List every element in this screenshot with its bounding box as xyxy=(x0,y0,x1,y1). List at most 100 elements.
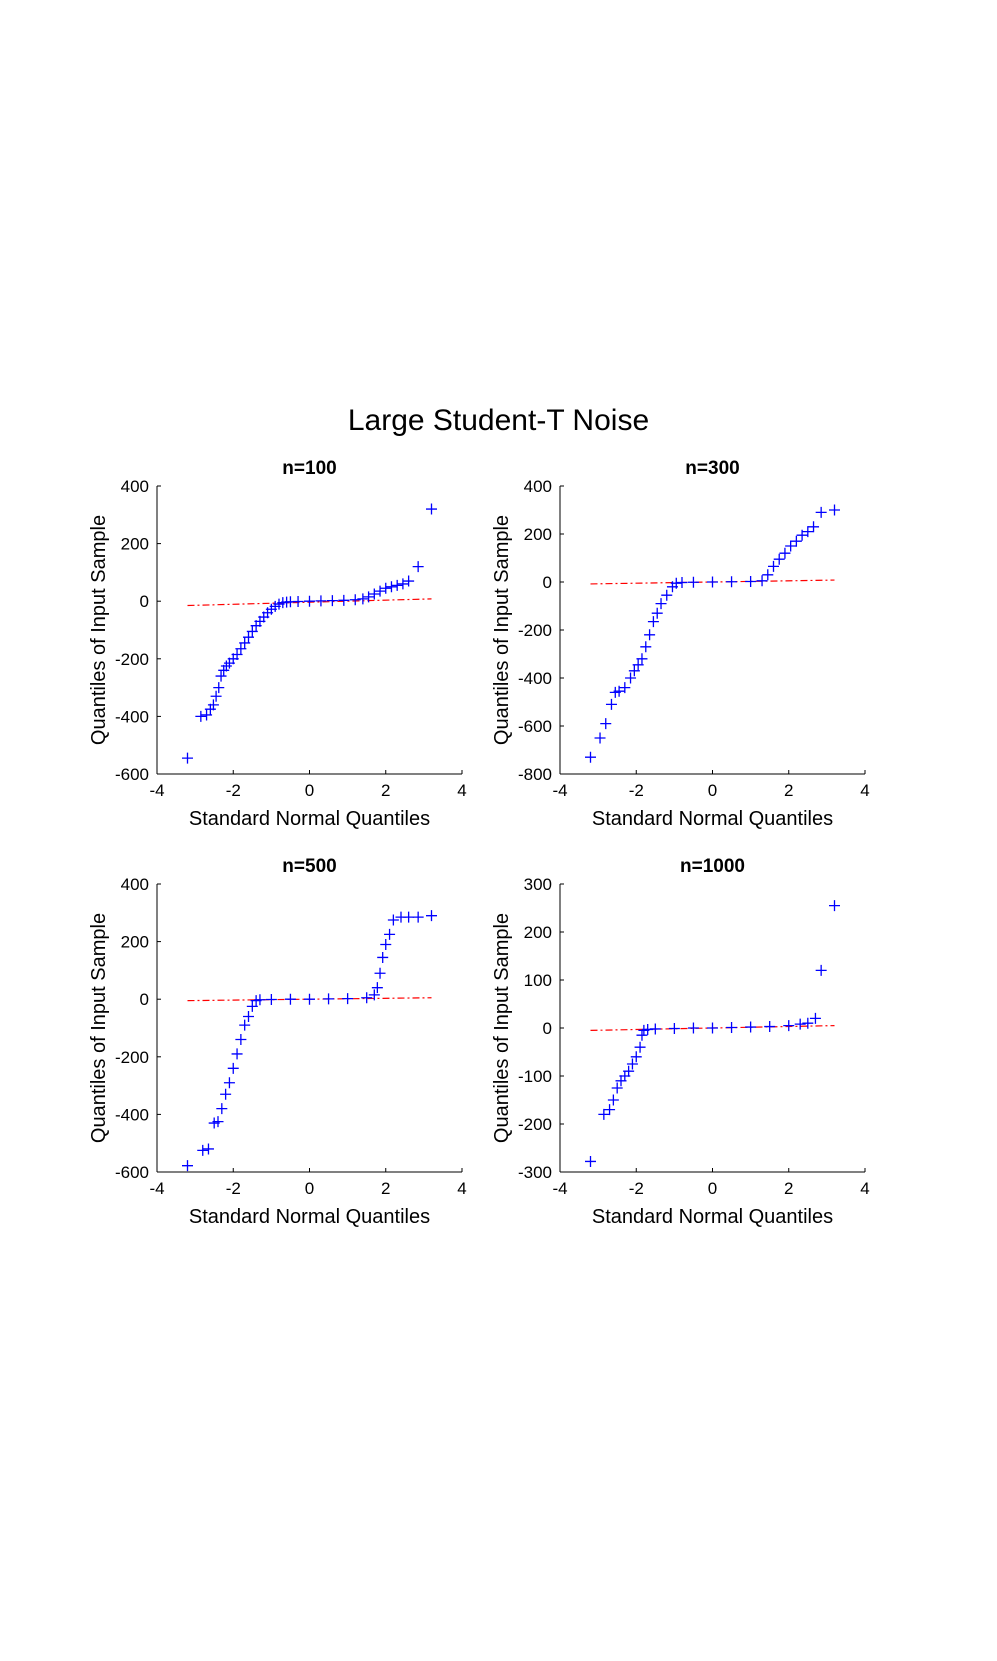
y-tick-label: 0 xyxy=(140,592,149,611)
data-point xyxy=(647,616,659,628)
data-point xyxy=(796,529,808,541)
y-tick-label: 400 xyxy=(121,875,149,894)
y-tick-label: 400 xyxy=(121,477,149,496)
data-point xyxy=(292,595,304,607)
data-point xyxy=(304,993,315,1005)
data-point xyxy=(802,526,814,538)
data-point xyxy=(687,576,699,588)
data-point xyxy=(349,594,361,606)
data-point xyxy=(762,569,774,581)
data-point xyxy=(585,1155,596,1167)
data-point xyxy=(202,1143,214,1155)
data-point xyxy=(220,1088,232,1100)
y-tick-label: 300 xyxy=(524,875,552,894)
data-point xyxy=(768,560,779,572)
data-point xyxy=(598,1108,610,1120)
data-point xyxy=(243,1010,254,1022)
x-axis-label: Standard Normal Quantiles xyxy=(592,808,833,830)
x-tick-label: 4 xyxy=(457,781,466,800)
x-tick-label: 2 xyxy=(784,781,793,800)
data-point xyxy=(243,631,254,643)
data-point xyxy=(207,699,219,711)
x-tick-label: 0 xyxy=(305,781,314,800)
x-tick-label: -4 xyxy=(149,781,164,800)
data-point xyxy=(815,964,827,976)
x-tick-label: 2 xyxy=(381,781,390,800)
y-axis-label: Quantiles of Input Sample xyxy=(491,913,513,1143)
data-point xyxy=(634,1041,646,1053)
x-tick-label: -2 xyxy=(629,1179,644,1198)
subplot-title: n=100 xyxy=(282,458,336,479)
data-point xyxy=(707,576,718,588)
x-tick-label: 0 xyxy=(708,1179,717,1198)
x-tick-label: 4 xyxy=(860,781,869,800)
y-tick-label: -400 xyxy=(115,1105,149,1124)
data-point xyxy=(613,685,625,697)
data-point xyxy=(670,577,682,589)
x-tick-label: 2 xyxy=(381,1179,390,1198)
y-tick-label: 0 xyxy=(140,990,149,1009)
data-point xyxy=(745,576,757,588)
data-point xyxy=(212,1116,224,1128)
data-point xyxy=(802,1017,814,1029)
y-axis-label: Quantiles of Input Sample xyxy=(88,913,110,1143)
x-tick-label: -2 xyxy=(226,1179,241,1198)
data-point xyxy=(357,593,369,605)
data-point xyxy=(644,629,656,641)
data-point xyxy=(668,1022,680,1034)
data-point xyxy=(246,1000,258,1012)
x-axis-label: Standard Normal Quantiles xyxy=(189,808,430,830)
x-tick-label: -2 xyxy=(629,781,644,800)
data-point xyxy=(235,643,247,655)
x-tick-label: 0 xyxy=(305,1179,314,1198)
data-point xyxy=(246,625,258,637)
x-axis-label: Standard Normal Quantiles xyxy=(592,1206,833,1228)
data-point xyxy=(649,1023,661,1035)
data-point xyxy=(323,993,335,1005)
data-point xyxy=(607,1094,619,1106)
data-point xyxy=(779,547,791,559)
data-point xyxy=(676,576,688,588)
data-point xyxy=(284,993,296,1005)
x-tick-label: -4 xyxy=(552,1179,567,1198)
data-point xyxy=(640,641,652,653)
data-point xyxy=(371,982,383,994)
data-point xyxy=(304,595,315,607)
y-tick-label: -100 xyxy=(518,1067,552,1086)
data-point xyxy=(726,1022,738,1034)
y-tick-label: -200 xyxy=(115,650,149,669)
data-point xyxy=(326,595,338,607)
data-point xyxy=(604,1104,616,1116)
data-point xyxy=(785,540,797,552)
data-point xyxy=(636,653,648,665)
data-point xyxy=(412,561,424,573)
x-tick-label: -2 xyxy=(226,781,241,800)
data-point xyxy=(391,579,403,591)
data-point xyxy=(235,1034,247,1046)
data-point xyxy=(687,1022,699,1034)
y-tick-label: -200 xyxy=(518,1115,552,1134)
subplot-4: -4 -2 0 2 4 -300 -200 -100 0 100 200 300 n=1000 Stand… xyxy=(491,856,870,1228)
data-point xyxy=(387,914,399,926)
data-point xyxy=(374,967,386,979)
data-point xyxy=(213,682,225,694)
data-point xyxy=(210,690,222,702)
data-point xyxy=(384,928,396,940)
data-point xyxy=(397,578,409,590)
data-point xyxy=(227,1062,239,1074)
data-point xyxy=(585,751,596,763)
y-tick-label: 0 xyxy=(543,573,552,592)
data-point xyxy=(426,910,437,922)
data-point xyxy=(215,670,227,682)
x-tick-label: 4 xyxy=(860,1179,869,1198)
y-tick-label: -600 xyxy=(518,717,552,736)
data-point xyxy=(726,576,738,588)
data-point xyxy=(195,710,207,722)
data-point xyxy=(764,1021,776,1033)
x-axis-label: Standard Normal Quantiles xyxy=(189,1206,430,1228)
y-tick-label: 0 xyxy=(543,1019,552,1038)
y-axis-label: Quantiles of Input Sample xyxy=(88,515,110,745)
data-point xyxy=(773,553,785,565)
data-point xyxy=(368,588,380,600)
